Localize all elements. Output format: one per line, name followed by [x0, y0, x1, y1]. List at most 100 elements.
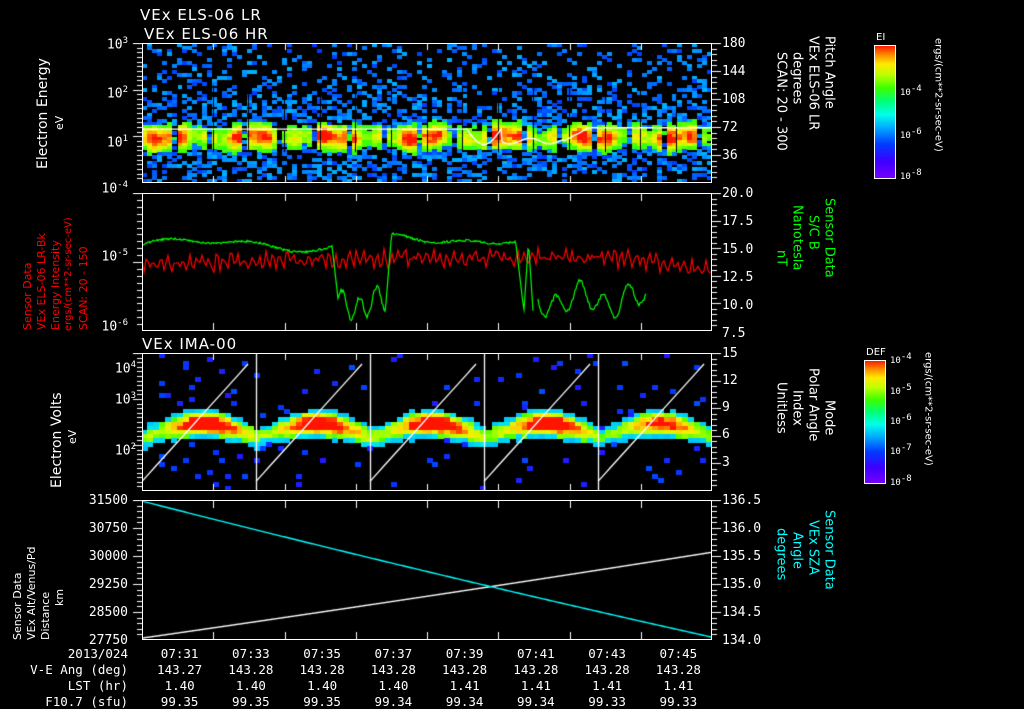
panel2-ytick-m4: 10-4: [101, 180, 129, 197]
time-tick-label: 07:35: [303, 646, 341, 661]
row-label: F10.7 (sfu): [45, 694, 128, 709]
panel4-left-axis-label-1: Sensor Data: [11, 572, 24, 640]
panel1-right-axis-label-3: degrees: [789, 52, 805, 105]
panel4-right-axis-label-3: Angle: [789, 532, 805, 569]
panel4-ytick-r-1345: 134.5: [722, 605, 762, 620]
panel3-left-axis-unit: eV: [66, 429, 79, 444]
row-value: 143.28: [442, 662, 488, 677]
colorbar2-canvas: [864, 360, 886, 484]
panel1-ytick-r-108: 108: [722, 92, 746, 107]
panel4-ytick-30750: 30750: [88, 521, 128, 536]
panel-els-spectrogram: [142, 43, 712, 183]
panel2-ytick-r-125: 12.5: [722, 270, 754, 285]
panel-energy-intensity: [142, 193, 712, 331]
figure-title-hr: VEx ELS-06 HR: [144, 25, 269, 43]
panel3-ytick-r-9: 9: [722, 400, 730, 415]
row-value: 99.34: [517, 694, 555, 709]
time-tick-label: 07:45: [659, 646, 698, 661]
panel2-left-axis-label-2: VEx ELS-06 LR-Bk: [35, 233, 48, 330]
panel2-frame: [142, 193, 712, 331]
panel2-ytick-m5: 10-5: [101, 248, 129, 265]
axis-tick-ladder: [712, 353, 724, 491]
row-value: 143.28: [513, 662, 559, 677]
panel1-ytick-3: 103: [106, 36, 128, 53]
row-value: 143.28: [370, 662, 416, 677]
colorbar1-tick-m8: 10-8: [900, 168, 922, 182]
panel4-right-axis-label-4: degrees: [773, 528, 789, 581]
row-value: 143.28: [299, 662, 345, 677]
axis-tick-ladder: [130, 43, 142, 183]
row-value: 143.28: [655, 662, 701, 677]
panel1-ytick-r-180: 180: [722, 36, 746, 51]
time-tick-label: 07:31: [160, 646, 199, 661]
panel1-right-axis-label-1: Pitch Angle: [821, 36, 837, 109]
panel3-title: VEx IMA-00: [142, 335, 238, 353]
panel2-right-axis-label-1: Sensor Data: [821, 198, 837, 278]
panel2-left-axis-label-3: Energy Intensity: [49, 240, 62, 330]
row-value: 143.28: [228, 662, 274, 677]
colorbar1-tick-m4: 10-4: [900, 84, 922, 98]
panel4-ytick-r-1355: 135.5: [722, 549, 762, 564]
panel3-ytick-r-15: 15: [722, 346, 738, 361]
panel4-ytick-r-1350: 135.0: [722, 577, 762, 592]
panel3-ytick-4: 104: [114, 360, 136, 377]
panel1-left-axis-label: Electron Energy: [35, 58, 51, 170]
panel4-frame: [142, 500, 712, 640]
panel1-ytick-1: 101: [106, 134, 128, 151]
colorbar2-tick-m4: 10-4: [890, 352, 912, 366]
colorbar2-tick-m5: 10-5: [890, 383, 912, 397]
panel4-ytick-30000: 30000: [88, 549, 128, 564]
panel4-ytick-31500: 31500: [88, 493, 128, 508]
panel2-ytick-r-150: 15.0: [722, 242, 754, 257]
row-value: 1.40: [235, 678, 266, 693]
panel3-ytick-r-3: 3: [722, 455, 730, 470]
colorbar2-frame: [864, 360, 886, 484]
colorbar1-title: EI: [876, 32, 886, 43]
row-label: V-E Ang (deg): [30, 662, 128, 677]
row-value: 1.40: [307, 678, 338, 693]
axis-tick-ladder: [130, 353, 142, 491]
colorbar2-title: DEF: [866, 347, 886, 358]
axis-tick-ladder: [130, 193, 142, 331]
panel4-ytick-28500: 28500: [88, 605, 128, 620]
panel4-left-axis-label-2: VEx Alt/Venus/Pd: [25, 546, 38, 640]
row-label: LST (hr): [67, 678, 128, 693]
row-value: 143.28: [584, 662, 630, 677]
panel1-right-axis-label-4: SCAN: 20 - 300: [773, 52, 789, 151]
row-value: 1.40: [378, 678, 409, 693]
row-value: 1.41: [520, 678, 551, 693]
panel3-left-axis-label: Electron Volts: [49, 392, 65, 488]
panel2-left-axis-label-1: Sensor Data: [21, 262, 34, 330]
panel2-left-axis-label-4: ergs/(cm**2-sr-sec-eV): [63, 217, 74, 331]
row-value: 1.41: [449, 678, 480, 693]
ima-spectrogram-canvas: [142, 353, 712, 491]
panel1-right-axis-label-2: VEx ELS-06 LR: [805, 36, 821, 131]
row-value: 99.35: [232, 694, 270, 709]
panel3-ytick-r-6: 6: [722, 427, 730, 442]
altitude-sza-canvas: [142, 500, 712, 640]
time-tick-label: 07:37: [374, 646, 413, 661]
axis-tick-ladder: [130, 500, 142, 640]
panel2-right-axis-label-4: nT: [773, 250, 789, 267]
panel2-ytick-r-200: 20.0: [722, 186, 754, 201]
panel4-right-axis-label-2: VEx SZA: [805, 520, 821, 575]
panel3-frame: [142, 353, 712, 491]
panel2-left-axis-label-5: SCAN: 20 - 150: [77, 246, 90, 330]
panel4-ytick-r-1340: 134.0: [722, 633, 762, 648]
date-label: 2013/024: [67, 646, 128, 661]
row-value: 99.34: [445, 694, 484, 709]
time-tick-label: 07:43: [588, 646, 626, 661]
colorbar1-tick-m6: 10-6: [900, 127, 922, 141]
panel1-left-axis-unit: eV: [53, 115, 66, 130]
els-spectrogram-canvas: [142, 43, 712, 183]
colorbar2-tick-m8: 10-8: [890, 474, 912, 488]
panel4-ytick-r-1360: 136.0: [722, 521, 762, 536]
panel3-right-axis-label-4: Unitless: [773, 382, 789, 434]
panel-altitude-sza: [142, 500, 712, 640]
colorbar1-unit-label: ergs/(cm**2-sr-sec-eV): [932, 38, 944, 152]
panel3-ytick-r-12: 12: [722, 373, 738, 388]
row-value: 143.27: [157, 662, 203, 677]
panel2-right-axis-label-3: Nanotesla: [789, 205, 805, 271]
time-tick-label: 07:33: [232, 646, 270, 661]
colorbar1-canvas: [874, 45, 896, 179]
